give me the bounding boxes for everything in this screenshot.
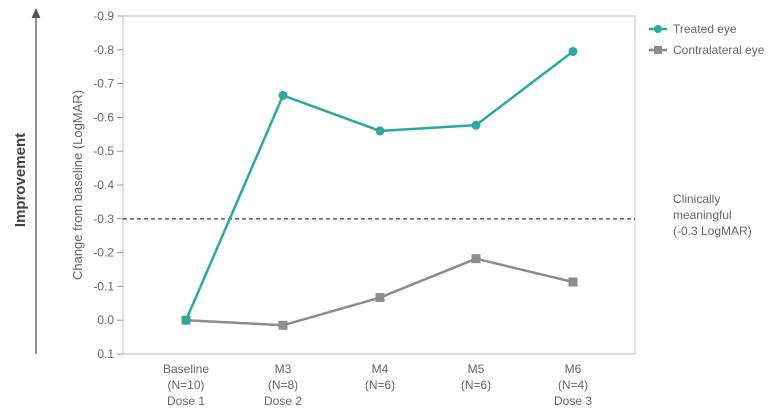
data-point-treated <box>375 126 385 136</box>
data-point-treated <box>181 315 191 325</box>
y-tick-label: -0.6 <box>93 110 114 124</box>
x-tick-label: M5 <box>468 362 485 376</box>
reference-line-group: Clinically meaningful (-0.3 LogMAR) <box>123 192 752 238</box>
data-point-contralateral <box>375 293 385 303</box>
x-axis-ticks: Baseline (N=10) Dose 1 M3 (N=8) Dose 2 M4 (N=6)… <box>163 362 592 408</box>
x-tick-label: Dose 1 <box>167 394 205 408</box>
x-tick-label: M6 <box>565 362 582 376</box>
legend-marker <box>654 25 662 33</box>
data-point-treated <box>568 46 578 56</box>
y-tick-label: 0.0 <box>97 313 114 327</box>
series-line <box>184 50 574 321</box>
x-tick-label: Baseline <box>163 362 209 376</box>
y-tick-label: -0.2 <box>93 246 114 260</box>
y-axis-title: Change from baseline (LogMAR) <box>70 90 85 280</box>
improvement-label: Improvement <box>12 133 29 227</box>
reference-line-label: Clinically <box>673 192 720 206</box>
data-point-treated <box>471 120 481 130</box>
data-point-contralateral <box>278 320 288 330</box>
series-line <box>185 257 574 327</box>
reference-line-label: (-0.3 LogMAR) <box>673 224 752 238</box>
y-axis-ticks: 0.1 0.0 -0.1 -0.2 -0.3 -0.4 -0.5 -0.6 -0.7 -0.8 -0… <box>93 9 123 361</box>
y-tick-label: -0.4 <box>93 178 114 192</box>
y-tick-label: -0.5 <box>93 144 114 158</box>
y-tick-label: -0.1 <box>93 279 114 293</box>
legend: Treated eye Contralateral eye <box>649 22 765 57</box>
y-tick-label: -0.3 <box>93 212 114 226</box>
x-tick-label: (N=4) <box>558 378 588 392</box>
x-tick-label: (N=10) <box>167 378 204 392</box>
legend-label: Contralateral eye <box>673 43 765 57</box>
x-tick-label: Dose 3 <box>554 394 592 408</box>
data-point-contralateral <box>471 254 481 264</box>
plot-frame <box>122 15 636 355</box>
series-group <box>181 46 578 330</box>
y-tick-label: -0.7 <box>93 77 114 91</box>
x-tick-label: M3 <box>275 362 292 376</box>
data-point-treated <box>278 90 288 100</box>
x-tick-label: M4 <box>372 362 389 376</box>
legend-marker <box>654 46 662 54</box>
data-point-contralateral <box>568 277 578 287</box>
y-tick-label: 0.1 <box>97 347 114 361</box>
legend-label: Treated eye <box>673 22 737 36</box>
x-tick-label: (N=6) <box>365 378 395 392</box>
improvement-arrow <box>31 8 41 354</box>
reference-line-label: meaningful <box>673 208 732 222</box>
y-tick-label: -0.9 <box>93 9 114 23</box>
x-tick-label: (N=8) <box>268 378 298 392</box>
x-tick-label: Dose 2 <box>264 394 302 408</box>
x-tick-label: (N=6) <box>461 378 491 392</box>
y-tick-label: -0.8 <box>93 43 114 57</box>
